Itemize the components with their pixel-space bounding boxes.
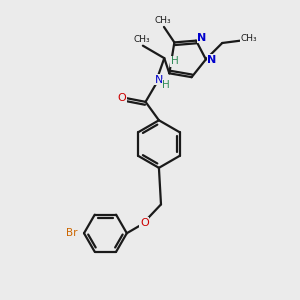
- Text: H: H: [171, 56, 178, 66]
- Text: CH₃: CH₃: [155, 16, 171, 25]
- Text: N: N: [197, 33, 207, 43]
- Text: H: H: [163, 80, 170, 90]
- Text: CH₃: CH₃: [134, 34, 151, 43]
- Text: CH₃: CH₃: [241, 34, 257, 43]
- Text: N: N: [207, 55, 216, 65]
- Text: O: O: [117, 93, 126, 103]
- Text: N: N: [154, 75, 163, 85]
- Text: Br: Br: [66, 228, 77, 238]
- Text: O: O: [140, 218, 149, 227]
